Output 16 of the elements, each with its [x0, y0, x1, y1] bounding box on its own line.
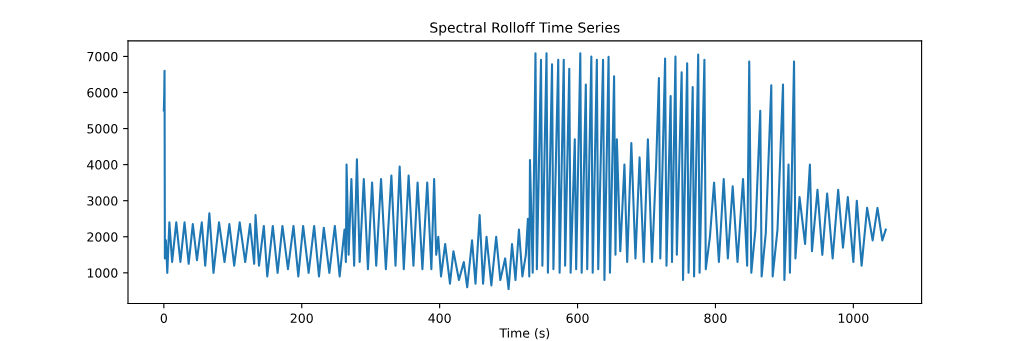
x-tick-label: 0: [160, 313, 167, 323]
y-tick-label: 2000: [87, 232, 118, 242]
y-tick-label: 7000: [87, 51, 118, 62]
line-series: [162, 52, 887, 291]
y-tick-label: 4000: [87, 160, 118, 170]
x-tick-label: 600: [566, 313, 589, 323]
x-tick-label: 800: [704, 313, 727, 323]
y-tick-label: 5000: [87, 124, 118, 134]
y-tick-label: 6000: [87, 87, 118, 98]
x-tick-label: 1000: [838, 313, 869, 323]
x-tick-label: 200: [290, 313, 313, 323]
y-tick-label: 1000: [87, 268, 118, 278]
chart-title: Spectral Rolloff Time Series: [430, 22, 620, 36]
x-tick-label: 400: [428, 313, 451, 323]
y-tick-label: 3000: [87, 196, 118, 206]
x-axis-title: Time (s): [499, 328, 550, 340]
